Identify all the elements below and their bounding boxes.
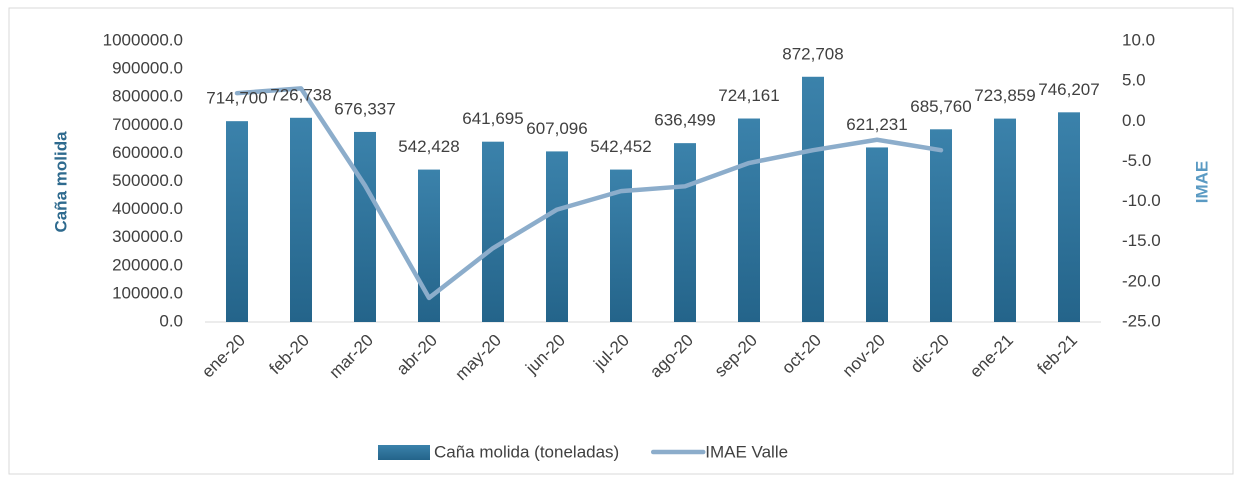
- data-label: 726,738: [270, 85, 331, 104]
- y2-tick-label: -10.0: [1122, 191, 1161, 210]
- y2-tick-label: 0.0: [1122, 111, 1146, 130]
- data-label: 636,499: [654, 111, 715, 130]
- y-tick-label: 800000.0: [112, 87, 183, 106]
- bar: [610, 169, 632, 322]
- bar: [930, 129, 952, 322]
- data-label: 746,207: [1038, 80, 1099, 99]
- data-label: 641,695: [462, 109, 523, 128]
- data-label: 676,337: [334, 99, 395, 118]
- bar: [290, 117, 312, 322]
- y-tick-label: 300000.0: [112, 227, 183, 246]
- data-label: 621,231: [846, 115, 907, 134]
- y-tick-label: 700000.0: [112, 115, 183, 134]
- legend-label: Caña molida (toneladas): [434, 442, 619, 461]
- y-tick-label: 200000.0: [112, 255, 183, 274]
- y2-tick-label: -5.0: [1122, 151, 1151, 170]
- data-label: 685,760: [910, 97, 971, 116]
- y-tick-label: 400000.0: [112, 199, 183, 218]
- data-label: 607,096: [526, 119, 587, 138]
- y2-axis-title: IMAE: [1192, 161, 1211, 204]
- y-tick-label: 600000.0: [112, 143, 183, 162]
- legend-label: IMAE Valle: [705, 442, 788, 461]
- y2-tick-label: 5.0: [1122, 71, 1146, 90]
- data-label: 542,452: [590, 137, 651, 156]
- data-label: 872,708: [782, 44, 843, 63]
- line: [234, 86, 944, 301]
- y-tick-label: 900000.0: [112, 59, 183, 78]
- bar: [738, 118, 760, 322]
- data-label: 724,161: [718, 86, 779, 105]
- bar: [482, 141, 504, 322]
- y-tick-label: 1000000.0: [103, 30, 183, 49]
- bar: [994, 118, 1016, 323]
- y-axis-title: Caña molida: [51, 131, 70, 233]
- bar: [546, 151, 568, 322]
- y2-tick-label: 10.0: [1122, 30, 1155, 49]
- y-tick-label: 0.0: [159, 311, 183, 330]
- bar: [674, 143, 696, 322]
- data-label: 542,428: [398, 137, 459, 156]
- y-tick-label: 100000.0: [112, 283, 183, 302]
- bar: [354, 131, 376, 322]
- bar: [866, 147, 888, 322]
- y2-tick-label: -25.0: [1122, 311, 1161, 330]
- data-label: 714,700: [206, 89, 267, 108]
- data-label: 723,859: [974, 86, 1035, 105]
- legend-swatch: [378, 445, 430, 460]
- y2-tick-label: -20.0: [1122, 271, 1161, 290]
- bar: [802, 76, 824, 323]
- bar: [1058, 112, 1080, 323]
- bar: [226, 121, 248, 322]
- y-tick-label: 500000.0: [112, 171, 183, 190]
- y2-tick-label: -15.0: [1122, 231, 1161, 250]
